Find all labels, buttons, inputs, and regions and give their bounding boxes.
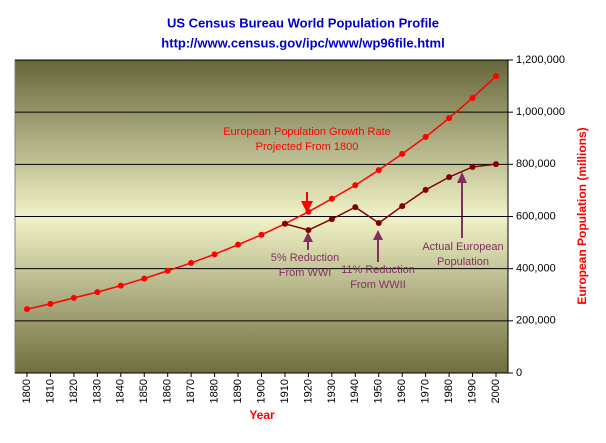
x-axis-title: Year: [249, 408, 275, 422]
x-tick-label: 1900: [255, 379, 267, 403]
y-tick-label: 1,200,000: [516, 54, 565, 66]
x-tick-label: 1930: [326, 379, 338, 403]
data-point: [469, 163, 476, 170]
data-point: [235, 241, 242, 248]
y-tick-label: 0: [516, 367, 522, 379]
arrow-head: [303, 232, 313, 242]
y-tick-label: 400,000: [516, 263, 556, 275]
data-point: [328, 216, 335, 223]
chart-title: US Census Bureau World Population Profil…: [167, 15, 439, 30]
x-tick-label: 1890: [232, 379, 244, 403]
x-tick-label: 1990: [466, 379, 478, 403]
data-point: [328, 195, 335, 202]
arrow-head: [301, 201, 313, 213]
x-tick-label: 1950: [373, 379, 385, 403]
annotation: Population: [437, 256, 489, 268]
y-tick-label: 1,000,000: [516, 106, 565, 118]
data-point: [493, 73, 499, 80]
data-point: [446, 174, 453, 181]
x-tick-label: 1800: [21, 379, 33, 403]
arrow-head: [373, 230, 383, 240]
annotation: From WWII: [350, 279, 406, 291]
x-tick-label: 2000: [490, 379, 502, 403]
x-tick-label: 1850: [138, 379, 150, 403]
annotation: 5% Reduction: [271, 252, 340, 264]
y-axis-title: European Population (millions): [575, 127, 589, 304]
data-point: [352, 182, 359, 189]
x-tick-label: 1960: [396, 379, 408, 403]
y-tick-label: 200,000: [516, 315, 556, 327]
data-point: [305, 208, 312, 215]
data-point: [94, 289, 101, 296]
y-tick-label: 600,000: [516, 210, 556, 222]
x-tick-label: 1860: [162, 379, 174, 403]
data-point: [211, 251, 218, 258]
data-point: [493, 161, 499, 168]
annotation: Projected From 1800: [256, 141, 359, 153]
annotation: European Population Growth Rate: [223, 126, 391, 138]
data-point: [422, 186, 429, 193]
data-point: [375, 167, 382, 174]
x-tick-label: 1870: [185, 379, 197, 403]
data-point: [258, 231, 265, 238]
data-point: [164, 267, 171, 274]
data-point: [469, 94, 476, 101]
x-tick-label: 1980: [443, 379, 455, 403]
x-tick-label: 1820: [68, 379, 80, 403]
data-point: [24, 306, 30, 313]
data-point: [422, 133, 429, 140]
annotation: Actual European: [422, 241, 503, 253]
annotation: 11% Reduction: [341, 264, 415, 276]
data-point: [399, 150, 406, 157]
data-point: [188, 259, 195, 266]
x-tick-label: 1970: [420, 379, 432, 403]
x-tick-label: 1940: [349, 379, 361, 403]
data-point: [141, 275, 148, 282]
annotation: From WWI: [279, 267, 332, 279]
x-tick-label: 1810: [44, 379, 56, 403]
data-point: [352, 204, 359, 211]
data-point: [281, 220, 288, 227]
series-line: [284, 163, 497, 231]
data-point: [399, 203, 406, 210]
data-point: [305, 227, 312, 234]
data-point: [117, 282, 124, 289]
x-tick-label: 1920: [302, 379, 314, 403]
x-tick-label: 1910: [279, 379, 291, 403]
chart-subtitle: http://www.census.gov/ipc/www/wp96file.h…: [161, 35, 444, 50]
y-tick-label: 800,000: [516, 158, 556, 170]
x-tick-label: 1830: [91, 379, 103, 403]
arrows: [301, 172, 467, 262]
data-point: [446, 115, 453, 122]
arrow-head: [457, 172, 467, 183]
x-tick-label: 1880: [209, 379, 221, 403]
data-point: [47, 300, 54, 307]
x-tick-label: 1840: [115, 379, 127, 403]
data-point: [70, 294, 77, 301]
data-point: [375, 220, 382, 227]
